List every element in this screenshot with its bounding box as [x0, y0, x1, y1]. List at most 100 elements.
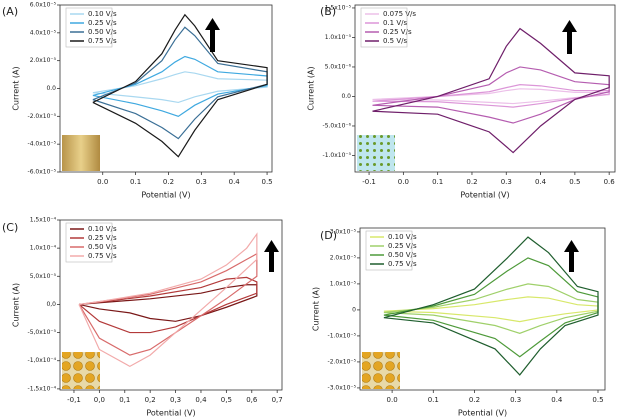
legend-label: 0.25 V/s	[388, 242, 417, 250]
y-tick-label: -1,0x10⁻⁴	[28, 357, 57, 364]
x-tick-label: 0.2	[163, 178, 174, 186]
x-tick-label: 0.3	[196, 178, 207, 186]
x-tick-label: 0.5	[261, 178, 272, 186]
panel-label: (C)	[2, 221, 18, 234]
x-tick-label: -0,1	[67, 396, 81, 404]
legend-label: 0.25 V/s	[88, 19, 117, 27]
y-tick-label: 0.0	[341, 93, 351, 100]
x-tick-label: 0,5	[221, 396, 232, 404]
cv-curve	[78, 276, 258, 334]
legend-label: 0.75 V/s	[88, 37, 117, 45]
inset-image	[62, 352, 100, 389]
y-tick-label: -4.0x10⁻⁵	[28, 141, 57, 148]
y-axis-label: Current (A)	[12, 283, 21, 327]
y-tick-label: -6.0x10⁻⁵	[28, 169, 57, 176]
legend-label: 0.075 V/s	[383, 10, 416, 18]
legend-label: 0.75 V/s	[88, 252, 117, 260]
y-tick-label: 1.0x10⁻⁵	[325, 34, 352, 41]
x-tick-label: 0,3	[170, 396, 181, 404]
x-tick-label: 0,0	[94, 396, 105, 404]
y-tick-label: 0.0	[46, 85, 56, 92]
legend-box	[360, 7, 408, 48]
arrow	[205, 18, 220, 52]
legend-label: 0.50 V/s	[388, 251, 417, 259]
x-tick-label: 0.3	[510, 396, 521, 404]
cv-curve	[78, 232, 258, 368]
x-tick-label: -0.1	[362, 178, 376, 186]
legend-label: 0.10 V/s	[88, 225, 117, 233]
x-tick-label: 0,4	[195, 396, 207, 404]
y-tick-label: 0,0	[46, 301, 56, 308]
arrow	[564, 240, 579, 272]
x-tick-label: 0,1	[119, 396, 130, 404]
plot-frame	[59, 219, 283, 391]
x-tick-label: 0.1	[130, 178, 141, 186]
cv-curve	[92, 55, 268, 117]
plot-frame	[59, 4, 273, 173]
x-tick-label: 0.4	[535, 178, 547, 186]
cv-curve	[383, 236, 599, 376]
x-tick-label: 0.1	[432, 178, 443, 186]
cv-curve	[372, 27, 610, 154]
x-tick-label: 0,7	[272, 396, 283, 404]
legend-label: 0.5 V/s	[383, 37, 408, 45]
panel: (C) -0,1 0,0 0,1 0,2 0,3 0,4 0,5 0,6 0,7 -1,5x10⁻⁴…	[2, 217, 283, 418]
panel-label: (A)	[2, 5, 18, 18]
y-tick-label: -1.0x10⁻⁵	[328, 332, 357, 339]
x-tick-label: 0.1	[428, 396, 439, 404]
y-tick-label: 6.0x10⁻⁵	[30, 2, 57, 9]
legend-box	[65, 222, 113, 263]
cv-curve	[92, 71, 268, 104]
panel: (B) -0.1 0.0 0.1 0.2 0.3 0.4 0.5 0.6 -1.0x10⁻⁵ -5.…	[307, 4, 616, 200]
y-axis-label: Current (A)	[312, 287, 321, 331]
x-tick-label: 0.5	[569, 178, 580, 186]
y-tick-label: 5,0x10⁻⁵	[30, 273, 57, 280]
x-tick-label: 0.0	[387, 396, 398, 404]
x-tick-label: 0.2	[466, 178, 477, 186]
arrows	[205, 18, 579, 272]
x-tick-label: 0.0	[97, 178, 108, 186]
y-axis-label: Current (A)	[307, 66, 316, 110]
cv-curve	[78, 252, 258, 356]
legend-label: 0.25 V/s	[88, 234, 117, 242]
y-tick-label: -1,5x10⁻⁴	[28, 385, 57, 392]
y-tick-label: 5.0x10⁻⁶	[325, 63, 352, 70]
x-tick-label: 0.2	[469, 396, 480, 404]
y-tick-label: -5,0x10⁻⁵	[28, 329, 57, 336]
y-tick-label: -2.0x10⁻⁵	[328, 358, 357, 365]
inset-image	[362, 352, 400, 389]
cv-curve	[92, 26, 268, 140]
cv-curve	[92, 13, 268, 158]
y-tick-label: 3.0x10⁻⁵	[330, 228, 357, 235]
y-axis-label: Current (A)	[12, 66, 21, 110]
x-tick-label: 0.4	[229, 178, 241, 186]
panel-label: (D)	[320, 229, 337, 242]
x-axis-label: Potential (V)	[458, 409, 507, 418]
legend-label: 0.75 V/s	[388, 260, 417, 268]
inset-image	[357, 135, 395, 171]
y-tick-label: -3.0x10⁻⁵	[328, 384, 357, 391]
x-tick-label: 0.6	[604, 178, 616, 186]
x-tick-label: 0.0	[398, 178, 409, 186]
y-tick-label: 1,5x10⁻⁴	[30, 217, 57, 224]
panel: (D) 0.0 0.1 0.2 0.3 0.4 0.5 -3.0x10⁻⁵ -2.0x10⁻⁵ -…	[312, 227, 606, 418]
y-tick-label: 2.0x10⁻⁵	[330, 254, 357, 261]
plot-frame	[359, 227, 606, 391]
x-axis-label: Potential (V)	[146, 409, 195, 418]
legend-box	[65, 7, 113, 48]
x-axis-label: Potential (V)	[460, 191, 509, 200]
arrow	[562, 20, 577, 54]
legend-label: 0.50 V/s	[88, 28, 117, 36]
y-tick-label: 0	[352, 306, 356, 313]
y-tick-label: -5.0x10⁻⁶	[323, 122, 352, 129]
y-tick-label: 4.0x10⁻⁵	[30, 29, 57, 36]
legend-label: 0.10 V/s	[388, 233, 417, 241]
y-tick-label: -1.0x10⁻⁵	[323, 152, 352, 159]
y-tick-label: -2.0x10⁻⁵	[28, 113, 57, 120]
inset-image	[62, 135, 100, 171]
y-tick-label: 1.0x10⁻⁵	[330, 280, 357, 287]
y-tick-label: 2.0x10⁻⁵	[30, 57, 57, 64]
plot-frame	[354, 4, 616, 173]
